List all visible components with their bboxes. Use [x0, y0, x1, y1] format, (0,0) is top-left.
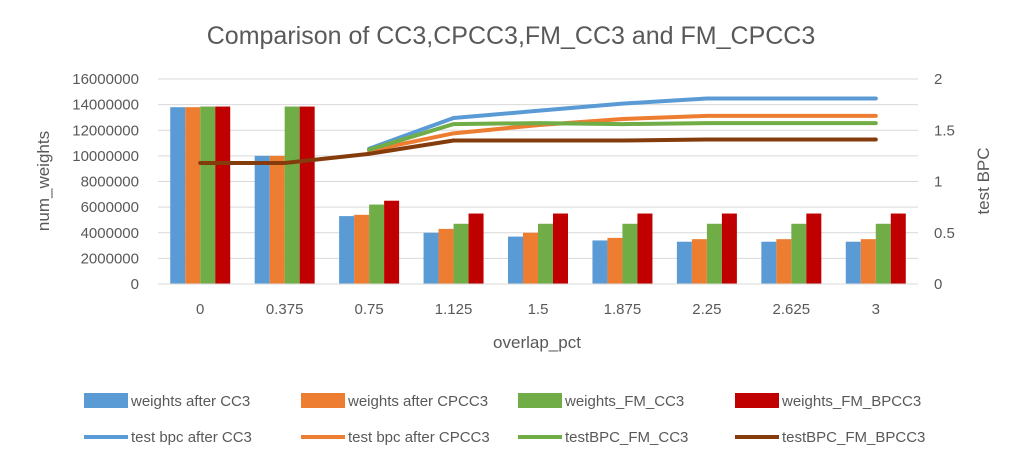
- bar: [637, 213, 653, 284]
- legend-label: testBPC_FM_BPCC3: [782, 429, 925, 446]
- x-tick-label: 2.625: [773, 301, 811, 318]
- bar: [875, 223, 891, 284]
- legend-label: test bpc after CPCC3: [348, 429, 490, 446]
- bar: [284, 106, 300, 284]
- y-tick-label: 6000000: [81, 199, 139, 216]
- bar: [691, 239, 707, 284]
- legend-label: weights after CC3: [130, 393, 250, 410]
- bar: [269, 155, 285, 284]
- bar: [508, 236, 523, 284]
- legend-label: weights_FM_CC3: [564, 393, 684, 410]
- x-tick-label: 0.75: [355, 301, 384, 318]
- y2-tick-label: 1.5: [934, 122, 955, 139]
- y-tick-label: 0: [131, 276, 139, 293]
- bar: [860, 239, 876, 284]
- bar: [215, 106, 231, 284]
- bar: [890, 213, 906, 284]
- y-axis-title: num_weights: [34, 131, 53, 231]
- y-tick-label: 4000000: [81, 225, 139, 242]
- bar: [200, 106, 216, 284]
- series-line: [367, 121, 878, 152]
- bar: [592, 240, 608, 284]
- bar: [538, 223, 553, 284]
- legend-label: testBPC_FM_CC3: [565, 429, 688, 446]
- y-tick-label: 2000000: [81, 250, 139, 267]
- bar: [676, 241, 692, 284]
- bar: [845, 241, 861, 284]
- bar: [170, 107, 186, 284]
- y-tick-label: 10000000: [72, 148, 139, 165]
- bar: [369, 204, 385, 284]
- x-tick-label: 0.375: [266, 301, 304, 318]
- legend-label: test bpc after CC3: [131, 429, 252, 446]
- legend-swatch: [735, 393, 779, 408]
- bar: [523, 232, 538, 284]
- bar: [468, 213, 484, 284]
- bar: [354, 214, 370, 284]
- series-line: [367, 96, 878, 151]
- x-tick-label: 1.875: [604, 301, 642, 318]
- x-axis-title: overlap_pct: [493, 333, 581, 352]
- axes: 0200000040000006000000800000010000000120…: [72, 71, 955, 318]
- bar: [776, 239, 792, 284]
- legend-swatch: [301, 393, 345, 408]
- bar: [339, 216, 355, 284]
- bar: [299, 106, 315, 284]
- bar: [622, 223, 638, 284]
- legend-label: weights_FM_BPCC3: [781, 393, 921, 410]
- y-tick-label: 8000000: [81, 174, 139, 191]
- series-line: [198, 137, 878, 166]
- legend-swatch: [518, 393, 562, 408]
- bar: [384, 200, 400, 284]
- x-tick-label: 0: [196, 301, 204, 318]
- series-line: [367, 113, 878, 153]
- x-tick-label: 2.25: [692, 301, 721, 318]
- y-tick-label: 16000000: [72, 71, 139, 88]
- y2-tick-label: 0: [934, 276, 942, 293]
- y2-tick-label: 0.5: [934, 225, 955, 242]
- legend-swatch: [84, 393, 128, 408]
- bar: [791, 223, 807, 284]
- line-series-group: [198, 96, 878, 166]
- y2-tick-label: 2: [934, 71, 942, 88]
- chart-title: Comparison of CC3,CPCC3,FM_CC3 and FM_CP…: [207, 22, 816, 50]
- x-tick-label: 1.5: [528, 301, 549, 318]
- x-tick-label: 1.125: [435, 301, 473, 318]
- bar: [453, 223, 469, 284]
- y2-tick-label: 1: [934, 174, 942, 191]
- legend: weights after CC3 weights after CPCC3 weig…: [84, 393, 925, 446]
- bar: [706, 223, 722, 284]
- x-tick-label: 3: [872, 301, 880, 318]
- bar: [254, 155, 270, 284]
- bar-series-group: [170, 106, 906, 284]
- bar: [806, 213, 822, 284]
- bar: [423, 232, 439, 284]
- bar: [553, 213, 568, 284]
- y-tick-label: 12000000: [72, 122, 139, 139]
- bar: [761, 241, 777, 284]
- bar: [185, 107, 201, 284]
- bar: [607, 237, 623, 284]
- y-tick-label: 14000000: [72, 97, 139, 114]
- bar: [721, 213, 737, 284]
- legend-label: weights after CPCC3: [347, 393, 488, 410]
- y2-axis-title: test BPC: [974, 147, 993, 214]
- bar: [438, 228, 454, 284]
